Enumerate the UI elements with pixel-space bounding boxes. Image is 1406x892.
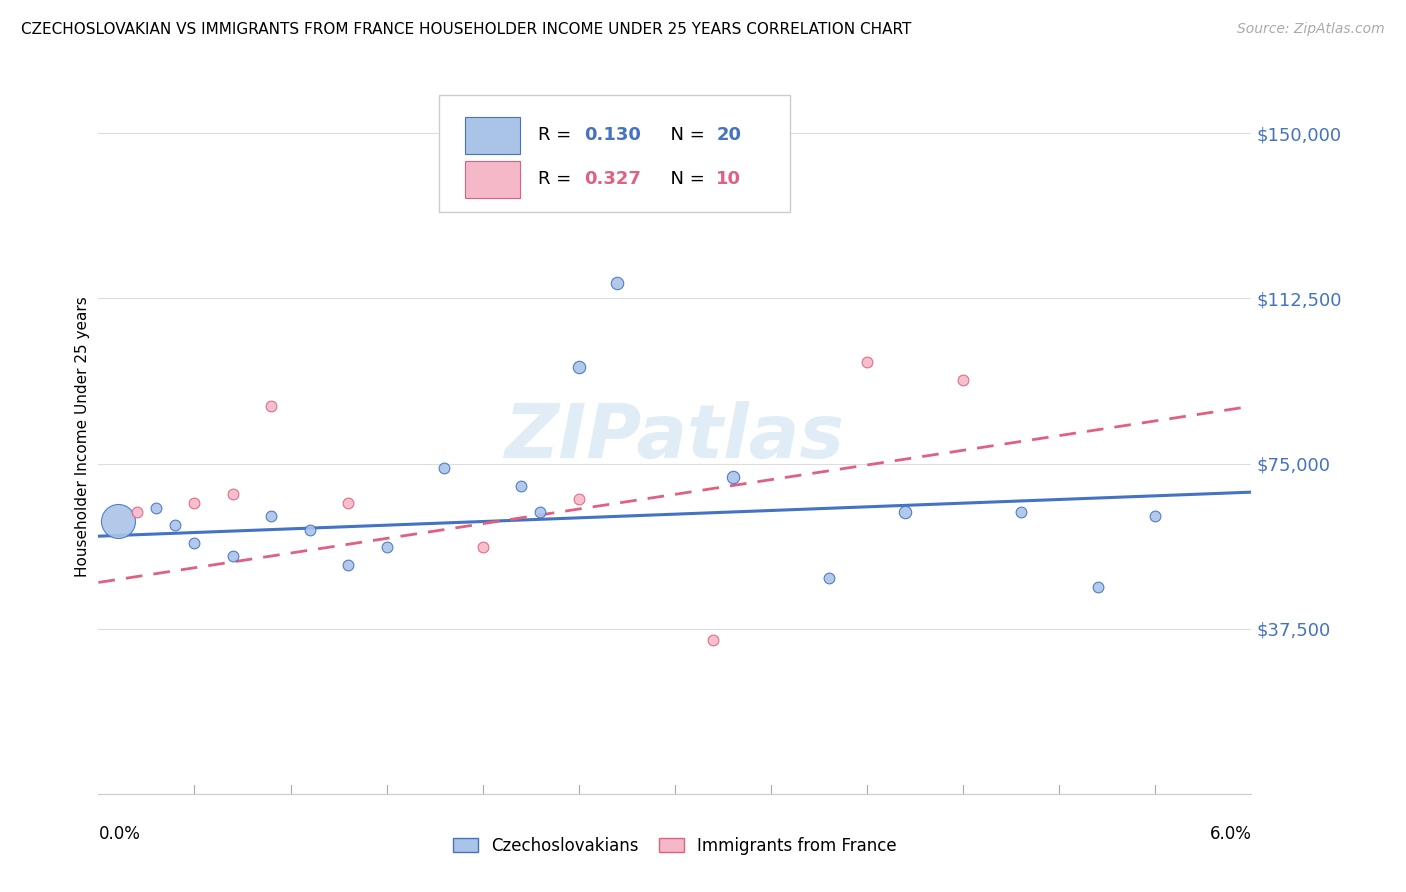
Text: R =: R =	[537, 170, 576, 188]
Text: R =: R =	[537, 127, 576, 145]
Text: Source: ZipAtlas.com: Source: ZipAtlas.com	[1237, 22, 1385, 37]
Text: 0.130: 0.130	[583, 127, 641, 145]
Point	[529, 505, 551, 519]
Y-axis label: Householder Income Under 25 years: Householder Income Under 25 years	[75, 297, 90, 577]
Point	[568, 359, 591, 374]
FancyBboxPatch shape	[465, 117, 520, 153]
Text: 10: 10	[717, 170, 741, 188]
Point	[260, 399, 283, 413]
Point	[165, 518, 187, 533]
Point	[107, 514, 129, 528]
Point	[510, 478, 533, 492]
Point	[125, 505, 148, 519]
FancyBboxPatch shape	[465, 161, 520, 198]
Point	[337, 496, 360, 510]
Text: 20: 20	[717, 127, 741, 145]
Point	[222, 549, 245, 563]
Point	[1087, 580, 1109, 594]
FancyBboxPatch shape	[439, 95, 790, 212]
Point	[375, 540, 398, 554]
Point	[1144, 509, 1167, 524]
Text: N =: N =	[659, 127, 710, 145]
Text: N =: N =	[659, 170, 710, 188]
Text: 0.327: 0.327	[583, 170, 641, 188]
Point	[298, 523, 321, 537]
Point	[568, 491, 591, 506]
Point	[606, 276, 628, 290]
Point	[952, 373, 974, 387]
Point	[702, 632, 724, 647]
Text: CZECHOSLOVAKIAN VS IMMIGRANTS FROM FRANCE HOUSEHOLDER INCOME UNDER 25 YEARS CORR: CZECHOSLOVAKIAN VS IMMIGRANTS FROM FRANC…	[21, 22, 911, 37]
Text: 6.0%: 6.0%	[1209, 825, 1251, 843]
Point	[817, 571, 839, 585]
Point	[222, 487, 245, 501]
Point	[721, 469, 744, 483]
Point	[337, 558, 360, 572]
Point	[433, 461, 456, 475]
Point	[894, 505, 917, 519]
Text: 0.0%: 0.0%	[98, 825, 141, 843]
Point	[1010, 505, 1032, 519]
Legend: Czechoslovakians, Immigrants from France: Czechoslovakians, Immigrants from France	[446, 830, 904, 862]
Point	[183, 496, 205, 510]
Point	[856, 355, 879, 369]
Point	[471, 540, 494, 554]
Point	[183, 536, 205, 550]
Text: ZIPatlas: ZIPatlas	[505, 401, 845, 474]
Point	[260, 509, 283, 524]
Point	[145, 500, 167, 515]
